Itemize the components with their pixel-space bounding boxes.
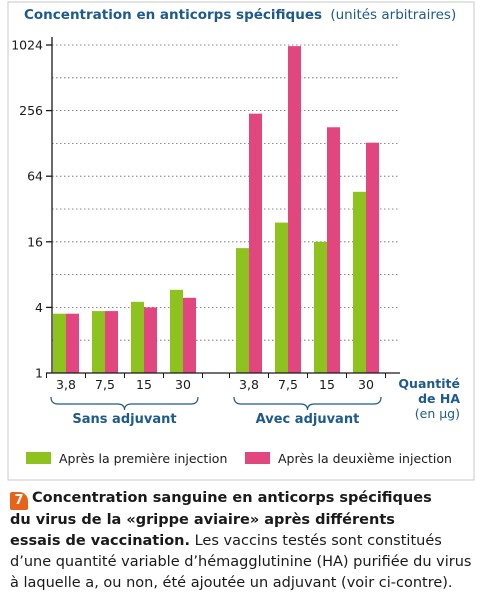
figure-caption: 7 Concentration sanguine en anticorps spé… xyxy=(10,488,480,594)
legend-swatch xyxy=(245,452,270,464)
bar xyxy=(144,307,157,373)
bar xyxy=(327,127,340,374)
legend: Après la première injection Après la deux… xyxy=(26,451,452,466)
bar xyxy=(53,313,66,373)
x-axis-label-line: (en µg) xyxy=(415,406,460,421)
bar xyxy=(249,113,262,373)
y-tick-label: 1 xyxy=(35,366,43,381)
y-tick-label: 16 xyxy=(27,234,43,249)
caption-body-line: à laquelle a, ou non, été ajoutée un adj… xyxy=(10,575,453,591)
legend-label: Après la première injection xyxy=(59,451,227,466)
x-tick-label: 3,8 xyxy=(239,377,259,392)
group-labels: Sans adjuvant Avec adjuvant xyxy=(50,396,382,427)
y-tick-label: 4 xyxy=(35,300,43,315)
x-tick-label: 15 xyxy=(136,377,152,392)
legend-swatch xyxy=(26,452,51,464)
antibody-chart: Concentration en anticorps spécifiques (… xyxy=(7,1,475,481)
x-axis-label-line: de HA xyxy=(418,391,460,406)
caption-title-line: 7 Concentration sanguine en anticorps spé… xyxy=(10,488,480,510)
chart-frame xyxy=(7,1,475,481)
bar xyxy=(170,289,183,373)
group-brace xyxy=(233,396,382,411)
y-tick-label: 64 xyxy=(27,169,43,184)
gridlines xyxy=(52,44,400,341)
caption-title-line: essais de vaccination. Les vaccins testé… xyxy=(10,533,442,549)
bar xyxy=(366,142,379,373)
group-brace xyxy=(50,396,199,411)
bar xyxy=(275,222,288,373)
x-tick-label: 7,5 xyxy=(95,377,115,392)
x-tick-label: 3,8 xyxy=(56,377,76,392)
x-axis-label-line: Quantité xyxy=(398,376,460,391)
x-tick-label: 30 xyxy=(358,377,374,392)
bar xyxy=(288,46,301,373)
caption-body-line: d’une quantité variable d’hémagglutinine… xyxy=(10,554,472,570)
bar xyxy=(105,311,118,373)
group-label: Sans adjuvant xyxy=(72,412,176,427)
x-tick-label: 30 xyxy=(175,377,191,392)
legend-label: Après la deuxième injection xyxy=(278,451,452,466)
chart-title: Concentration en anticorps spécifiques (… xyxy=(24,7,456,23)
caption-title-line: du virus de la «grippe aviaire» après di… xyxy=(10,512,395,528)
bar xyxy=(183,297,196,373)
x-tick-label: 15 xyxy=(319,377,335,392)
bar xyxy=(92,311,105,373)
y-tick-label: 256 xyxy=(19,103,43,118)
group-label: Avec adjuvant xyxy=(256,412,360,427)
y-tick-labels: 1 4 16 64 256 1024 xyxy=(11,38,43,381)
bar xyxy=(353,191,366,373)
axes xyxy=(46,37,400,378)
caption-number-badge: 7 xyxy=(10,492,28,510)
y-tick-label: 1024 xyxy=(11,38,43,53)
bar xyxy=(236,248,249,373)
bar xyxy=(131,301,144,373)
x-tick-label: 7,5 xyxy=(278,377,298,392)
x-tick-labels: 3,8 7,5 15 30 3,8 7,5 15 30 xyxy=(56,377,374,392)
bar xyxy=(66,313,79,373)
bar xyxy=(314,241,327,373)
bars xyxy=(53,46,379,374)
